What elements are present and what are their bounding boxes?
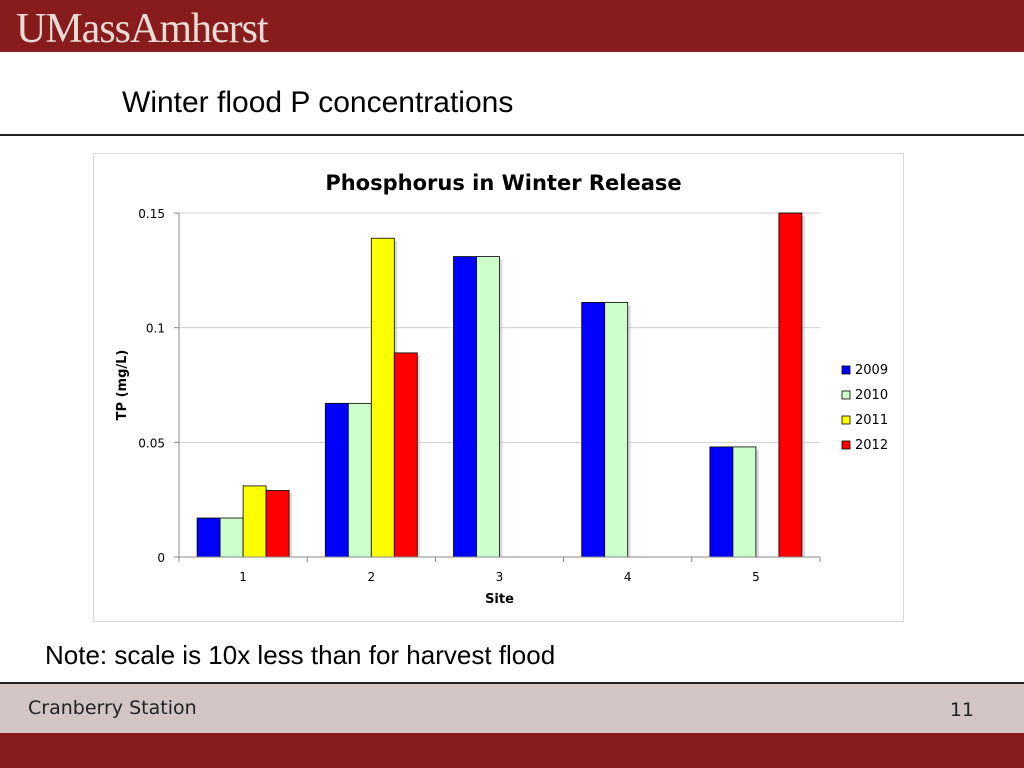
bar-2009-site-5 xyxy=(709,446,734,558)
bar-2010-site-3 xyxy=(476,256,500,558)
chart-container: Phosphorus in Winter Release 0 0.05 0.1 0.15… xyxy=(93,153,904,622)
bar-chart: Phosphorus in Winter Release 0 0.05 0.1 0.15… xyxy=(115,171,888,607)
legend-label-2010: 2010 xyxy=(855,388,888,403)
x-axis-title: Site xyxy=(485,592,514,607)
slide-title: Winter flood P concentrations xyxy=(122,86,514,119)
x-tick-label: 4 xyxy=(624,570,632,584)
bars xyxy=(196,212,805,558)
umass-amherst-logo: UMassAmherst xyxy=(16,6,269,52)
y-tick-label: 0.05 xyxy=(138,436,165,450)
bar-2011-site-1 xyxy=(242,485,267,558)
legend-swatch-2012 xyxy=(841,440,851,450)
bar-2012-site-2 xyxy=(393,352,418,558)
bar-2010-site-4 xyxy=(604,302,629,558)
legend-swatch-2010 xyxy=(841,390,851,400)
footer-band xyxy=(0,682,1024,733)
labels: Phosphorus in Winter Release 0 0.05 0.1 0.15… xyxy=(115,171,760,607)
x-tick-label: 1 xyxy=(239,570,247,584)
bar-2010-site-1 xyxy=(219,517,244,558)
x-tick-label: 2 xyxy=(367,570,375,584)
legend-label-2011: 2011 xyxy=(855,413,888,428)
axes xyxy=(174,212,821,562)
x-tick-label: 3 xyxy=(496,570,504,584)
y-tick-label: 0.15 xyxy=(138,207,165,221)
legend-label-2009: 2009 xyxy=(855,363,888,378)
x-tick-label: 5 xyxy=(752,570,760,584)
y-tick-label: 0.1 xyxy=(146,322,165,336)
y-axis-title: TP (mg/L) xyxy=(115,350,130,421)
bar-2009-site-4 xyxy=(581,302,606,558)
bar-2012-site-5 xyxy=(778,212,803,558)
bar-2010-site-5 xyxy=(732,446,757,558)
legend-swatch-2009 xyxy=(841,365,851,375)
legend-label-2012: 2012 xyxy=(855,438,888,453)
y-tick-label: 0 xyxy=(157,551,165,565)
legend: 2009 2010 2011 2012 xyxy=(841,363,888,453)
bar-2011-site-2 xyxy=(370,237,395,558)
footer-label: Cranberry Station xyxy=(28,697,197,719)
bar-2009-site-1 xyxy=(196,517,221,558)
chart-title: Phosphorus in Winter Release xyxy=(325,171,681,195)
scale-note: Note: scale is 10x less than for harvest… xyxy=(45,640,556,670)
bar-2009-site-3 xyxy=(453,256,477,558)
top-banner: UMassAmherst xyxy=(0,0,1024,52)
bar-2012-site-1 xyxy=(265,490,290,558)
legend-swatch-2011 xyxy=(841,415,851,425)
bar-2010-site-2 xyxy=(347,402,372,558)
bar-2009-site-2 xyxy=(324,402,349,558)
page-number: 11 xyxy=(949,699,974,721)
bottom-band xyxy=(0,733,1024,768)
title-divider xyxy=(0,134,1024,136)
